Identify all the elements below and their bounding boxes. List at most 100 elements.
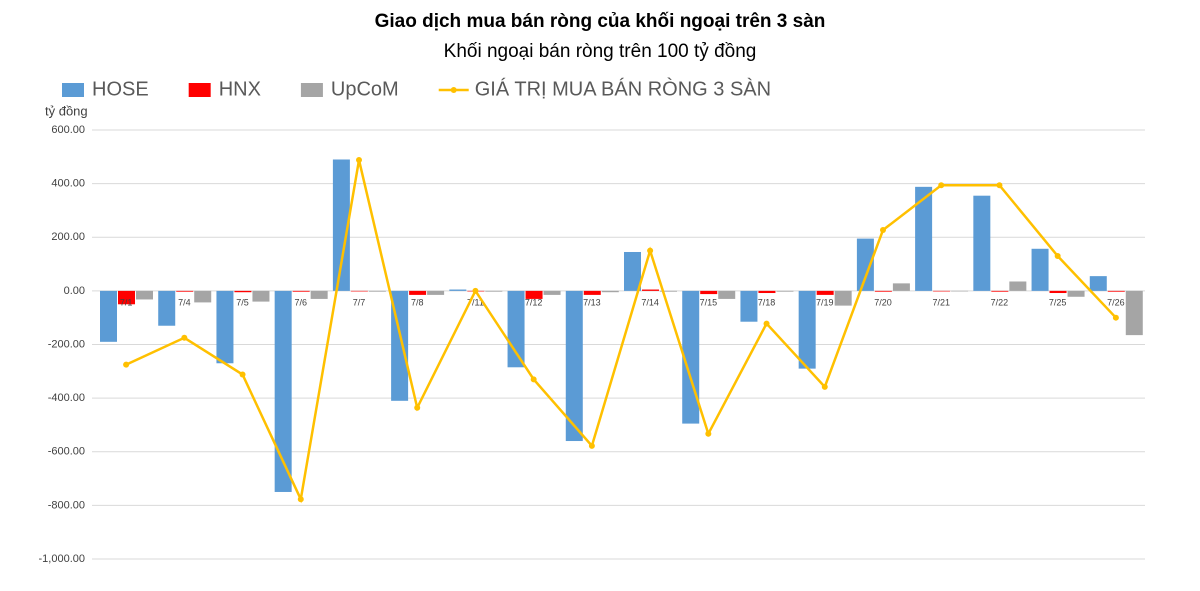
- y-tick-label: 200.00: [51, 231, 85, 243]
- line-point: [414, 404, 421, 411]
- bar: [1089, 276, 1107, 291]
- line-point: [647, 247, 654, 254]
- bar: [507, 290, 525, 368]
- y-tick-label: -400.00: [48, 392, 85, 404]
- line-point: [705, 430, 712, 437]
- line-point: [1054, 253, 1061, 260]
- bar: [525, 290, 543, 299]
- line: [125, 159, 1117, 504]
- y-tick-label: -600.00: [48, 446, 85, 458]
- line-point: [123, 361, 130, 368]
- bar: [798, 290, 816, 369]
- line-point: [588, 442, 595, 449]
- bar: [118, 290, 135, 305]
- legend-label: GIÁ TRỊ MUA BÁN RÒNG 3 SÀN: [475, 77, 771, 100]
- bar: [1107, 290, 1125, 292]
- bar: [310, 290, 328, 299]
- bar: [449, 289, 467, 291]
- bar: [427, 290, 445, 295]
- bar: [543, 290, 561, 295]
- bar: [332, 159, 350, 291]
- y-tick-label: 400.00: [51, 178, 85, 190]
- y-tick-label: -800.00: [48, 499, 85, 511]
- x-tick-label: 7/14: [641, 297, 659, 307]
- x-tick-label: 7/20: [874, 297, 892, 307]
- bar: [274, 290, 292, 492]
- bar: [624, 251, 641, 291]
- line-point: [239, 371, 246, 378]
- x-tick-label: 7/12: [525, 297, 543, 307]
- bar: [194, 290, 212, 303]
- x-tick-label: 7/26: [1107, 297, 1125, 307]
- bar: [816, 290, 834, 295]
- bar: [660, 290, 677, 292]
- bar: [1031, 248, 1049, 291]
- line-point: [938, 182, 945, 189]
- bar: [642, 289, 659, 291]
- bar: [1125, 290, 1143, 336]
- x-tick-label: 7/15: [700, 297, 718, 307]
- line-point: [1112, 314, 1119, 321]
- line-point: [763, 320, 770, 327]
- bar: [350, 290, 368, 292]
- bar: [1049, 290, 1067, 294]
- y-axis-label: tỷ đồng: [45, 103, 88, 118]
- bar: [136, 290, 153, 300]
- bar: [292, 290, 310, 292]
- bar: [740, 290, 758, 322]
- x-tick-label: 7/21: [932, 297, 950, 307]
- bar: [409, 290, 427, 295]
- x-tick-label: 7/4: [178, 297, 191, 307]
- bar: [1067, 290, 1085, 297]
- bar: [951, 290, 969, 292]
- bar: [485, 290, 503, 292]
- line-point: [821, 383, 828, 390]
- x-tick-label: 7/19: [816, 297, 834, 307]
- x-tick-label: 7/13: [583, 297, 601, 307]
- x-tick-label: 7/5: [236, 297, 249, 307]
- y-tick-label: 600.00: [51, 124, 85, 136]
- bar: [216, 290, 234, 364]
- legend-swatch: [188, 83, 211, 97]
- bar: [176, 290, 194, 292]
- bar: [158, 290, 176, 326]
- y-tick-label: 0.00: [64, 285, 85, 297]
- bar: [856, 238, 874, 291]
- x-tick-label: 7/1: [120, 297, 133, 307]
- line-point: [472, 287, 479, 294]
- legend-label: UpCoM: [331, 78, 399, 100]
- bar: [915, 186, 933, 291]
- bar: [892, 283, 910, 291]
- bar: [718, 290, 736, 299]
- legend-label: HOSE: [92, 78, 149, 100]
- bar: [1009, 281, 1027, 291]
- bar: [601, 290, 619, 293]
- line-point: [181, 334, 188, 341]
- bar: [776, 290, 794, 292]
- bar: [565, 290, 583, 442]
- x-tick-label: 7/18: [758, 297, 776, 307]
- chart-subtitle: Khối ngoại bán ròng trên 100 tỷ đồng: [444, 41, 757, 62]
- y-tick-label: -1,000.00: [39, 553, 85, 565]
- y-tick-label: -200.00: [48, 338, 85, 350]
- line-point: [880, 227, 886, 234]
- bar: [368, 290, 386, 292]
- bar: [933, 290, 951, 292]
- bar: [758, 290, 776, 294]
- line-point: [996, 182, 1003, 189]
- bar: [583, 290, 601, 295]
- x-tick-label: 7/7: [353, 297, 366, 307]
- x-tick-label: 7/8: [411, 297, 424, 307]
- line-point: [530, 376, 537, 383]
- legend-swatch: [62, 83, 84, 97]
- x-tick-label: 7/6: [295, 297, 308, 307]
- bar: [973, 195, 991, 291]
- bar: [234, 290, 252, 293]
- legend-label: HNX: [219, 78, 261, 100]
- line-point: [356, 157, 362, 164]
- bar: [991, 290, 1009, 292]
- bar: [100, 290, 117, 342]
- legend-swatch: [300, 83, 323, 97]
- x-tick-label: 7/22: [991, 297, 1009, 307]
